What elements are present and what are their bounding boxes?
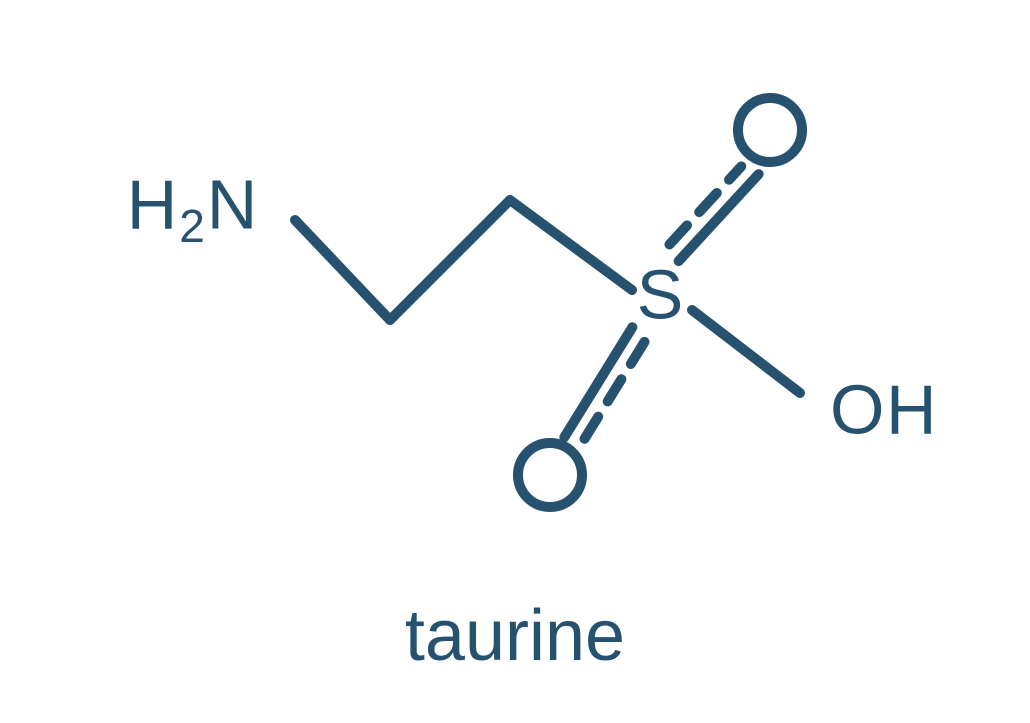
atom-n: N — [207, 165, 258, 243]
atom-h: H — [127, 165, 178, 243]
caption: taurine — [405, 596, 625, 676]
atom-subscript-2: 2 — [179, 200, 205, 252]
atom-s: S — [637, 255, 684, 333]
atom-o: O — [830, 370, 884, 448]
atom-h2: H — [886, 370, 937, 448]
molecule-diagram: H2NSOHtaurine — [0, 0, 1030, 723]
